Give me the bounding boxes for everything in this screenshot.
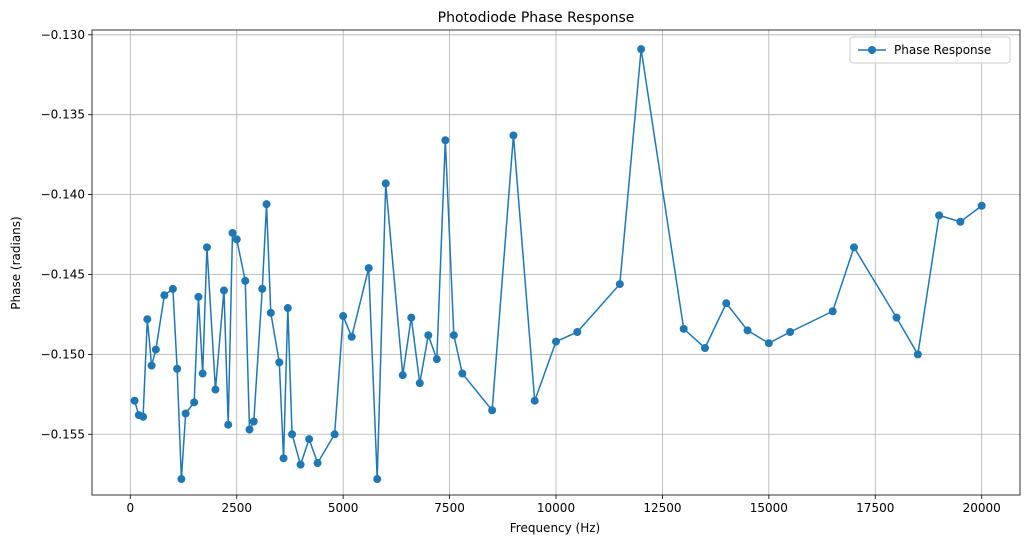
x-tick-label: 7500 xyxy=(434,501,465,515)
data-point xyxy=(432,355,441,364)
legend: Phase Response xyxy=(849,36,1011,64)
data-point xyxy=(190,398,199,407)
data-point xyxy=(424,331,433,340)
data-point xyxy=(288,430,297,439)
data-point xyxy=(219,286,228,295)
plot-frame xyxy=(91,29,1021,496)
data-point xyxy=(160,291,169,300)
data-point xyxy=(130,396,139,405)
y-tick-label: −0.150 xyxy=(41,347,85,361)
data-point xyxy=(232,235,241,244)
data-point xyxy=(151,345,160,354)
data-point xyxy=(552,337,560,346)
y-tick-label: −0.145 xyxy=(41,267,85,281)
data-point xyxy=(211,385,220,394)
data-point xyxy=(143,315,152,324)
x-tick-label: 10000 xyxy=(537,501,575,515)
data-point xyxy=(139,412,148,421)
data-point xyxy=(449,331,458,340)
data-point xyxy=(373,475,382,484)
data-point xyxy=(679,324,688,333)
data-point xyxy=(458,369,467,378)
data-point xyxy=(849,243,858,252)
data-point xyxy=(764,339,773,348)
x-tick-label: 2500 xyxy=(221,501,252,515)
data-point xyxy=(266,308,275,317)
data-point xyxy=(228,228,237,237)
series-layer xyxy=(130,45,986,484)
data-point xyxy=(224,420,233,429)
data-point xyxy=(381,179,390,188)
x-tick-label: 15000 xyxy=(750,501,788,515)
y-axis-label: Phase (radians) xyxy=(9,216,23,309)
data-point xyxy=(305,435,314,444)
y-tick-label: −0.135 xyxy=(41,108,85,122)
data-point xyxy=(509,131,518,140)
data-point xyxy=(415,379,424,388)
data-point xyxy=(283,304,292,313)
data-point xyxy=(275,358,284,367)
data-point xyxy=(330,430,339,439)
x-tick-label: 0 xyxy=(126,501,134,515)
y-tick-label: −0.130 xyxy=(41,28,85,42)
data-point xyxy=(339,312,348,321)
data-point xyxy=(177,475,186,484)
data-point xyxy=(637,45,646,54)
data-point xyxy=(786,328,795,337)
legend-label: Phase Response xyxy=(894,43,991,57)
data-point xyxy=(828,307,837,316)
grid xyxy=(92,30,1020,495)
y-tick-label: −0.140 xyxy=(41,188,85,202)
x-tick-label: 12500 xyxy=(643,501,681,515)
data-point xyxy=(407,313,416,322)
data-point xyxy=(615,280,624,289)
data-point xyxy=(347,332,356,341)
data-point xyxy=(296,460,305,469)
data-point xyxy=(249,417,258,426)
data-point xyxy=(202,243,211,252)
data-point xyxy=(173,364,182,373)
data-point xyxy=(398,371,407,380)
data-point xyxy=(147,361,156,370)
data-point xyxy=(956,217,965,226)
legend-box xyxy=(849,36,1011,64)
legend-marker-swatch xyxy=(868,46,876,54)
data-point xyxy=(530,396,539,405)
data-point xyxy=(913,350,922,359)
data-point xyxy=(258,284,267,293)
data-point xyxy=(181,409,190,418)
data-point xyxy=(441,136,450,145)
data-point xyxy=(241,276,250,285)
data-point xyxy=(198,369,207,378)
data-point xyxy=(194,292,203,301)
data-point xyxy=(722,299,731,308)
data-point xyxy=(573,328,582,337)
data-point xyxy=(935,211,944,220)
chart-title: Photodiode Phase Response xyxy=(438,10,635,26)
data-point xyxy=(262,200,271,209)
x-tick-label: 17500 xyxy=(856,501,894,515)
data-point xyxy=(488,406,497,415)
data-point xyxy=(977,201,986,210)
data-point xyxy=(700,343,709,352)
data-point xyxy=(245,425,254,434)
data-point xyxy=(364,264,373,273)
x-axis-label: Frequency (Hz) xyxy=(510,521,601,535)
data-point xyxy=(313,459,322,468)
data-point xyxy=(279,454,288,463)
data-point xyxy=(892,313,901,322)
y-tick-label: −0.155 xyxy=(41,427,85,441)
x-tick-label: 5000 xyxy=(328,501,359,515)
data-point xyxy=(743,326,752,335)
data-point xyxy=(168,284,177,293)
axes: 0 2500 5000 7500 10000 12500 15000 17500 20000 −0… xyxy=(41,28,1021,515)
x-tick-label: 20000 xyxy=(963,501,1001,515)
